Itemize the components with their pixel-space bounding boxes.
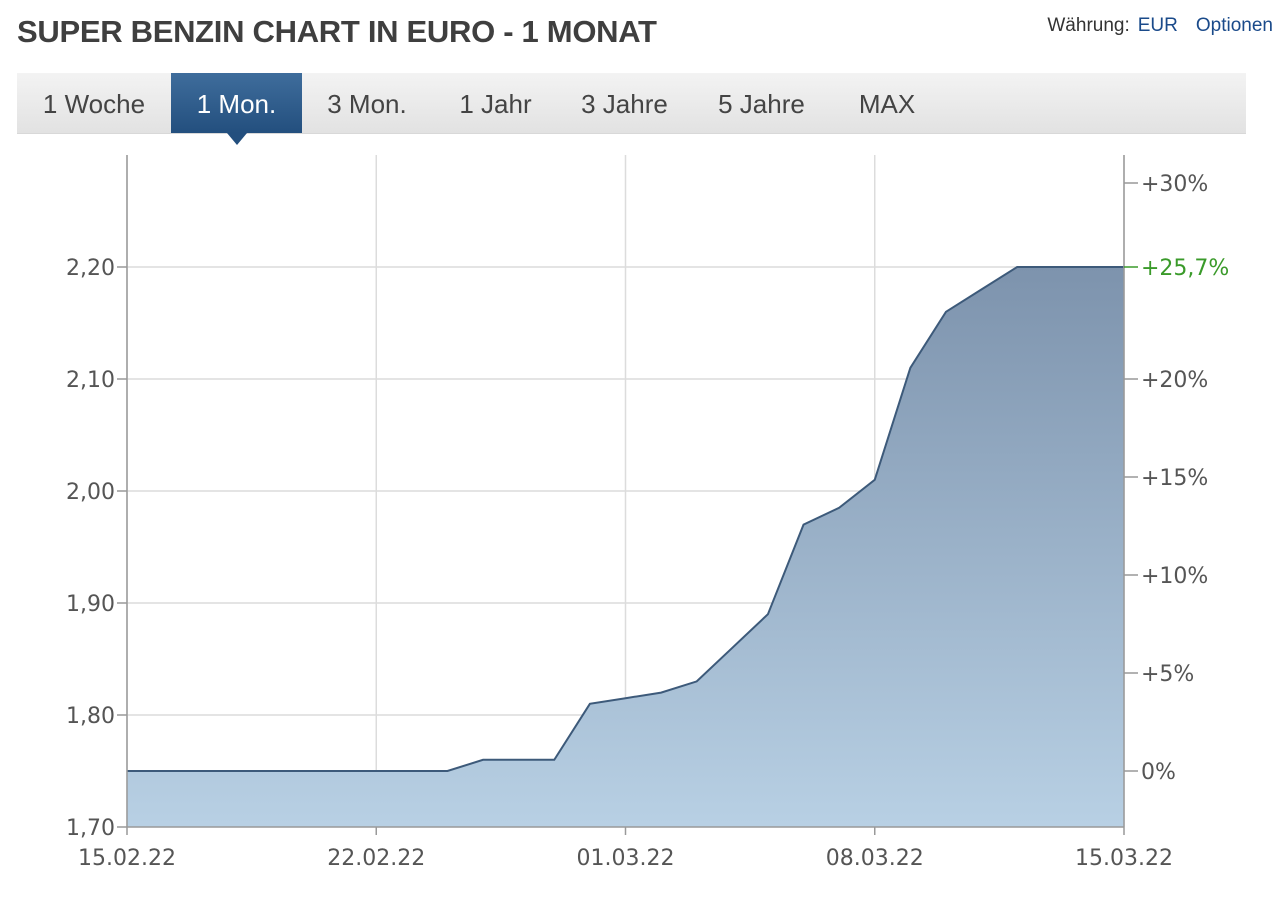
x-tick-label: 01.03.22 [577, 846, 675, 871]
chart-settings: Währung: EUR Optionen [1039, 15, 1273, 37]
x-tick-label: 08.03.22 [826, 846, 924, 871]
change-label: +25,7% [1141, 256, 1229, 281]
y-tick-label: 1,80 [66, 704, 115, 729]
y-tick-label: 1,70 [66, 816, 115, 841]
y2-tick-label: +5% [1141, 662, 1194, 687]
page-title: SUPER BENZIN CHART IN EURO - 1 MONAT [17, 14, 657, 49]
y2-tick-label: +10% [1141, 564, 1208, 589]
tab-1-month[interactable]: 1 Mon. [171, 73, 302, 145]
x-tick-label: 15.03.22 [1075, 846, 1173, 871]
y-tick-label: 2,20 [66, 256, 115, 281]
tab-max[interactable]: MAX [858, 89, 916, 119]
currency-label: Währung: [1047, 15, 1130, 36]
tab-1-week[interactable]: 1 Woche [42, 89, 146, 119]
x-tick-label: 22.02.22 [327, 846, 425, 871]
y2-tick-label: +15% [1141, 466, 1208, 491]
y-tick-label: 2,10 [66, 368, 115, 393]
tab-3-years[interactable]: 3 Jahre [581, 89, 668, 119]
x-tick-label: 15.02.22 [78, 846, 176, 871]
options-link[interactable]: Optionen [1195, 15, 1273, 36]
tab-5-years[interactable]: 5 Jahre [718, 89, 805, 119]
y2-tick-label: +30% [1141, 172, 1208, 197]
price-line [127, 266, 1124, 772]
tab-1-year[interactable]: 1 Jahr [459, 89, 532, 119]
y-tick-label: 1,90 [66, 592, 115, 617]
y2-tick-label: +20% [1141, 368, 1208, 393]
tab-3-months[interactable]: 3 Mon. [327, 89, 407, 119]
currency-selector[interactable]: EUR [1137, 15, 1178, 36]
y-tick-label: 2,00 [66, 480, 115, 505]
timeframe-tabs: 1 Woche 1 Mon. 3 Mon. 1 Jahr 3 Jahre 5 J… [17, 73, 1246, 145]
price-area [127, 267, 1124, 827]
y2-tick-label: 0% [1141, 760, 1176, 785]
